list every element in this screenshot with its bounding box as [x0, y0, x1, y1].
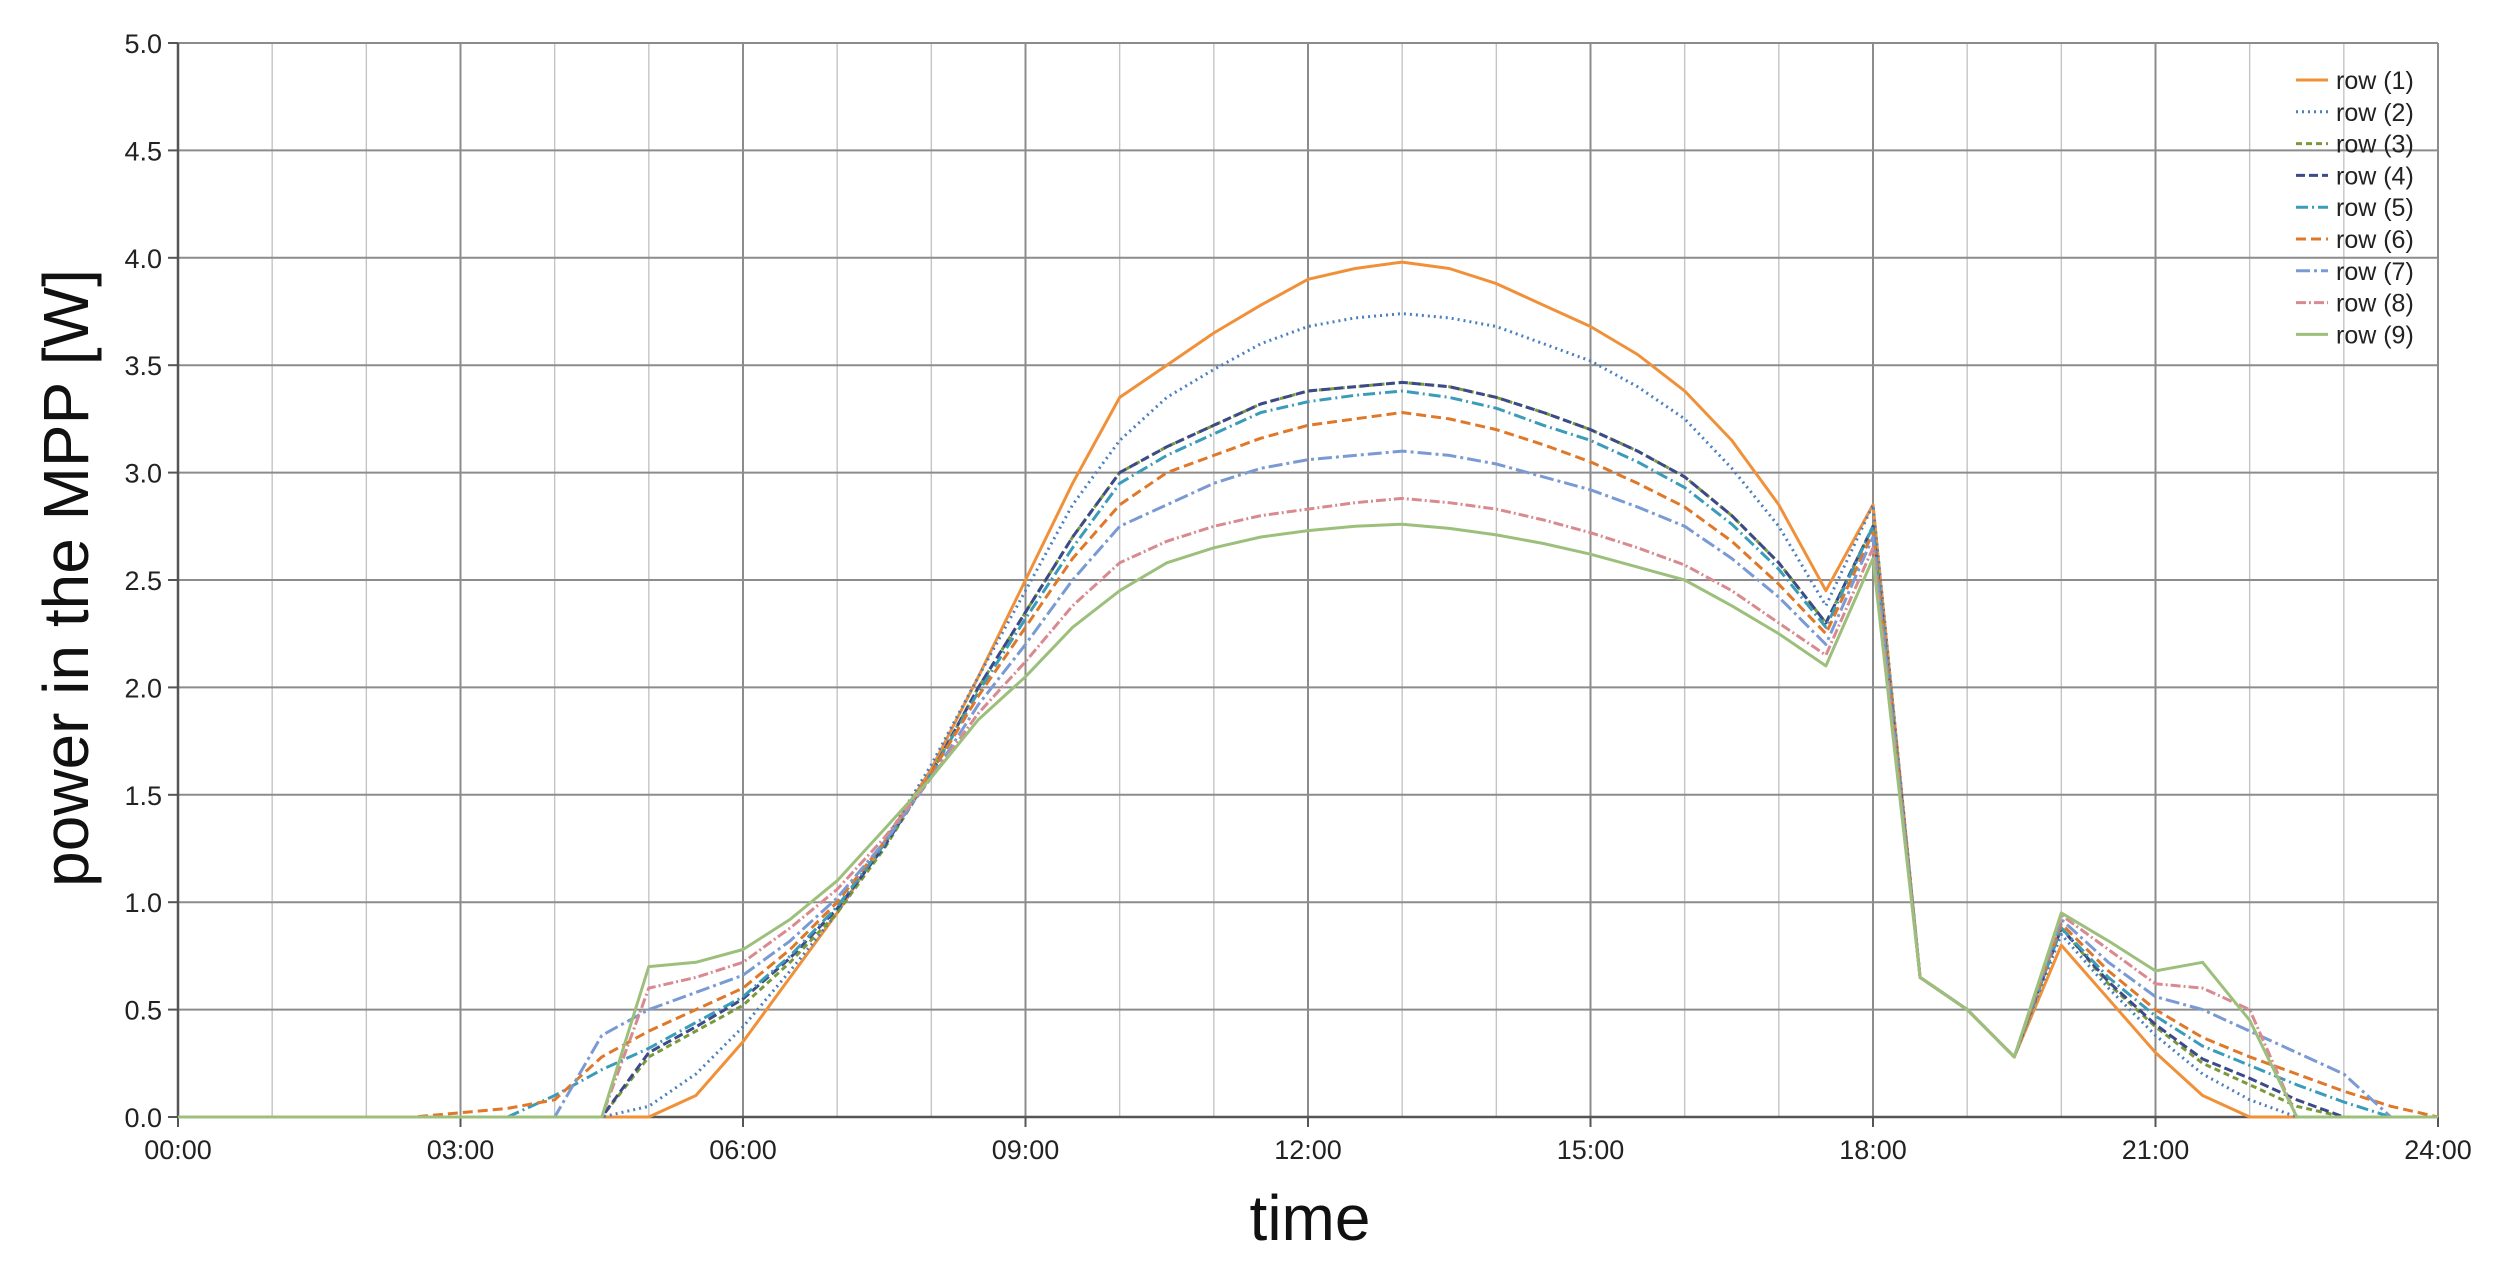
series-line-row-8 — [178, 496, 2438, 1119]
legend-label: row (2) — [2336, 99, 2414, 127]
x-tick-label: 24:00 — [2404, 1135, 2472, 1165]
y-tick-label: 0.0 — [124, 1103, 162, 1133]
x-tick-label: 00:00 — [144, 1135, 212, 1165]
series-line-row-6 — [178, 411, 2439, 1119]
series-line-row-9 — [178, 522, 2438, 1119]
legend-label: row (7) — [2336, 258, 2414, 286]
y-tick-label: 2.0 — [124, 673, 162, 703]
x-tick-label: 12:00 — [1274, 1135, 1342, 1165]
series-line-row-5 — [178, 389, 2438, 1119]
y-axis-title: power in the MPP [W] — [30, 269, 102, 887]
series-lines — [178, 260, 2439, 1119]
y-tick-label: 4.5 — [124, 136, 162, 166]
legend-label: row (9) — [2336, 321, 2414, 349]
series-line-row-4 — [178, 380, 2438, 1119]
y-tick-label: 5.0 — [124, 29, 162, 59]
y-tick-label: 4.0 — [124, 244, 162, 274]
x-axis-title: time — [1250, 1182, 1371, 1254]
y-tick-label: 0.5 — [124, 996, 162, 1026]
x-tick-label: 18:00 — [1839, 1135, 1907, 1165]
x-tick-label: 21:00 — [2122, 1135, 2190, 1165]
legend-label: row (4) — [2336, 162, 2414, 190]
legend-label: row (6) — [2336, 226, 2414, 254]
legend-label: row (8) — [2336, 290, 2414, 318]
x-tick-label: 03:00 — [427, 1135, 495, 1165]
y-tick-label: 1.0 — [124, 888, 162, 918]
tick-labels: 00:00 03:00 06:00 09:00 12:00 15:00 18:00 21:00… — [124, 29, 2471, 1165]
x-tick-label: 09:00 — [992, 1135, 1060, 1165]
y-tick-label: 1.5 — [124, 781, 162, 811]
series-line-row-1 — [178, 260, 2438, 1119]
y-tick-label: 3.5 — [124, 351, 162, 381]
series-line-row-2 — [178, 312, 2438, 1119]
legend: row (1) row (2) row (3) row (4) row (5) row (… — [2296, 67, 2414, 349]
legend-label: row (5) — [2336, 194, 2414, 222]
x-tick-label: 06:00 — [709, 1135, 777, 1165]
x-tick-label: 15:00 — [1557, 1135, 1625, 1165]
legend-label: row (1) — [2336, 67, 2414, 95]
legend-label: row (3) — [2336, 131, 2414, 159]
y-tick-label: 3.0 — [124, 459, 162, 489]
y-tick-label: 2.5 — [124, 566, 162, 596]
grid — [177, 42, 2439, 1118]
series-line-row-7 — [178, 449, 2438, 1119]
